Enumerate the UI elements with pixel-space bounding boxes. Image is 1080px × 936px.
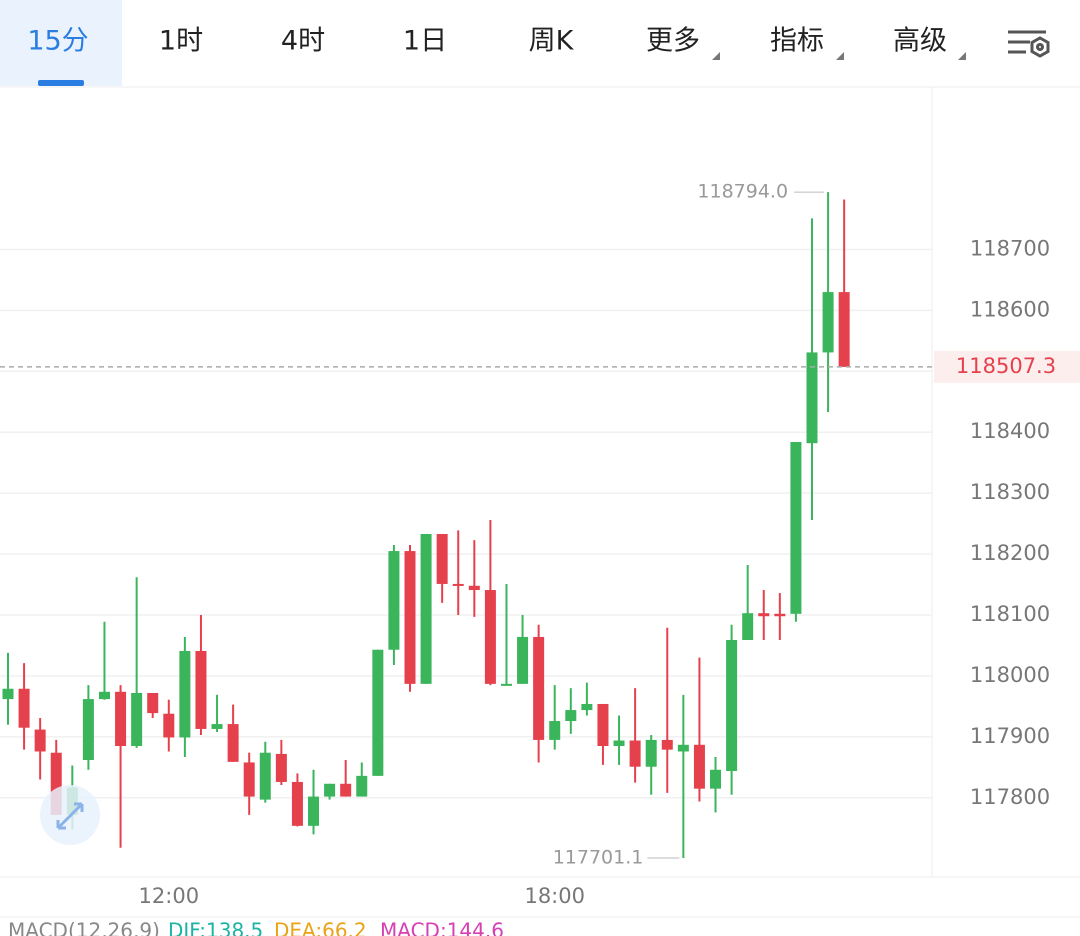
candle-body bbox=[661, 739, 673, 750]
candle-body bbox=[436, 533, 448, 584]
candle-body bbox=[131, 693, 143, 747]
candle-body bbox=[388, 551, 400, 650]
plot: 117800 117900 118000 118100 118200 118300 1184… bbox=[0, 181, 1050, 908]
last-price-box bbox=[934, 350, 1080, 383]
active-tab-indicator bbox=[38, 80, 84, 86]
max-label: 118794.0 bbox=[697, 181, 788, 203]
candle-body bbox=[243, 762, 255, 797]
candle-body bbox=[677, 744, 689, 752]
settings-icon[interactable] bbox=[1008, 30, 1050, 58]
candle-body bbox=[34, 729, 46, 752]
zoom-button[interactable] bbox=[40, 785, 100, 845]
tab[interactable]: 更多 bbox=[646, 26, 700, 57]
candle-body bbox=[356, 775, 368, 797]
candle-body bbox=[82, 699, 94, 761]
candle-body bbox=[275, 753, 287, 782]
tab[interactable]: 4时 bbox=[281, 26, 325, 57]
y-tick-label: 118400 bbox=[970, 419, 1050, 443]
candle-body bbox=[308, 796, 320, 826]
candle-body bbox=[645, 739, 657, 767]
candle-body bbox=[581, 703, 593, 711]
last-price-label: 118507.3 bbox=[956, 354, 1056, 378]
candle-body bbox=[211, 724, 223, 729]
candle-body bbox=[533, 636, 545, 740]
candle-body bbox=[693, 744, 705, 789]
dropdown-arrows bbox=[712, 52, 966, 60]
tab[interactable]: 15分 bbox=[27, 26, 88, 57]
active-tab-bg bbox=[0, 0, 122, 86]
candle-body bbox=[324, 783, 336, 797]
tab[interactable]: 指标 bbox=[770, 26, 824, 57]
candle-body bbox=[726, 639, 738, 771]
y-tick-label: 118600 bbox=[970, 297, 1050, 321]
candle-body bbox=[18, 688, 30, 728]
indicator-name: MACD(12,26,9) bbox=[8, 919, 160, 936]
tab[interactable]: 周K bbox=[529, 26, 575, 57]
x-tick-label: 12:00 bbox=[139, 884, 200, 908]
candle-body bbox=[147, 693, 159, 714]
candle-body bbox=[179, 650, 191, 738]
candle-body bbox=[468, 585, 480, 591]
min-label: 117701.1 bbox=[553, 847, 644, 869]
tab[interactable]: 1日 bbox=[403, 26, 447, 57]
candle-body bbox=[420, 533, 432, 684]
candle-body bbox=[774, 613, 786, 617]
candle-body bbox=[500, 683, 512, 686]
candle-body bbox=[806, 352, 818, 444]
candle-body bbox=[838, 292, 850, 367]
candle-body bbox=[822, 292, 834, 353]
candle-body bbox=[629, 740, 641, 767]
candle-body bbox=[259, 752, 271, 800]
candle-body bbox=[195, 650, 207, 729]
candle-body bbox=[163, 713, 175, 738]
candle-body bbox=[2, 688, 14, 700]
tab[interactable]: 高级 bbox=[893, 26, 947, 57]
candle-body bbox=[742, 613, 754, 640]
candle-body bbox=[549, 721, 561, 740]
candle-body bbox=[340, 783, 352, 797]
indicator-macd: MACD:144.6 bbox=[380, 919, 504, 936]
y-tick-label: 118700 bbox=[970, 236, 1050, 260]
candle-body bbox=[484, 590, 496, 684]
indicator-dea: DEA:66.2 bbox=[274, 919, 367, 936]
tab[interactable]: 1时 bbox=[159, 26, 203, 57]
candle-body bbox=[404, 551, 416, 684]
candle-body bbox=[517, 636, 529, 684]
candle-body bbox=[758, 613, 770, 617]
candle-body bbox=[613, 740, 625, 747]
candle-body bbox=[227, 724, 239, 762]
candle-body bbox=[710, 769, 722, 789]
y-tick-label: 117900 bbox=[970, 724, 1050, 748]
y-tick-label: 118100 bbox=[970, 602, 1050, 626]
y-tick-label: 118300 bbox=[970, 480, 1050, 504]
x-tick-label: 18:00 bbox=[524, 884, 585, 908]
candle-body bbox=[50, 752, 62, 815]
candle-body bbox=[597, 703, 609, 747]
candle-body bbox=[452, 583, 464, 586]
y-tick-label: 118000 bbox=[970, 663, 1050, 687]
indicator-dif: DIF:138.5 bbox=[168, 919, 263, 936]
candle-body bbox=[115, 691, 127, 747]
y-tick-label: 118200 bbox=[970, 541, 1050, 565]
candle-body bbox=[98, 691, 110, 700]
candle-body bbox=[790, 441, 802, 614]
y-tick-label: 117800 bbox=[970, 785, 1050, 809]
candle-body bbox=[372, 649, 384, 776]
candle-body bbox=[565, 710, 577, 722]
candle-body bbox=[291, 781, 303, 826]
